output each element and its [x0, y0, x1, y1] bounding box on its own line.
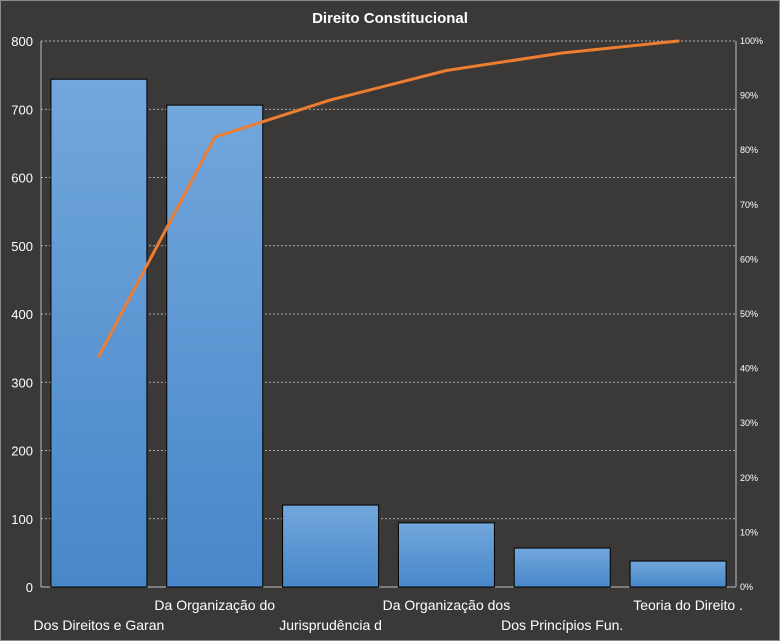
y-tick-label: 800 — [11, 34, 33, 49]
y-tick-label: 700 — [11, 102, 33, 117]
bar — [166, 104, 264, 588]
line-point — [444, 68, 448, 72]
y2-tick-label: 90% — [740, 91, 758, 101]
y-tick-label: 600 — [11, 171, 33, 186]
bar — [397, 522, 495, 588]
line-point — [560, 51, 564, 55]
y2-tick-label: 80% — [740, 145, 758, 155]
bar — [50, 78, 148, 588]
y2-tick-label: 70% — [740, 200, 758, 210]
x-tick-label: Teoria do Direito . — [633, 597, 743, 613]
y2-tick-label: 40% — [740, 364, 758, 374]
y-tick-label: 100 — [11, 512, 33, 527]
y2-tick-label: 100% — [740, 36, 763, 46]
y-tick-label: 300 — [11, 375, 33, 390]
x-tick-label: Da Organização dos — [383, 597, 511, 613]
cumulative-line — [97, 39, 679, 357]
line-point — [97, 354, 101, 358]
line-point — [213, 135, 217, 139]
y-tick-label: 400 — [11, 307, 33, 322]
y-tick-label: 200 — [11, 444, 33, 459]
y2-tick-label: 20% — [740, 473, 758, 483]
x-tick-label: Dos Direitos e Garan — [34, 617, 165, 633]
chart-title: Direito Constitucional — [312, 10, 468, 27]
bar — [513, 547, 611, 588]
y2-tick-label: 10% — [740, 527, 758, 537]
y2-tick-label: 50% — [740, 309, 758, 319]
y2-tick-label: 60% — [740, 254, 758, 264]
bar — [629, 560, 727, 588]
x-tick-label: Dos Princípios Fun. — [501, 617, 623, 633]
y-tick-label: 0 — [26, 580, 33, 595]
line-point — [329, 98, 333, 102]
y2-tick-label: 30% — [740, 418, 758, 428]
bar — [282, 504, 380, 588]
line-point — [676, 39, 680, 43]
y2-tick-label: 0% — [740, 582, 753, 592]
x-tick-label: Da Organização do — [154, 597, 275, 613]
x-tick-label: Jurisprudência d — [279, 617, 382, 633]
y-tick-label: 500 — [11, 239, 33, 254]
